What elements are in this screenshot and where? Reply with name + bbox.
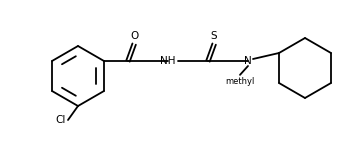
Text: NH: NH [160, 56, 176, 66]
Text: Cl: Cl [56, 115, 66, 125]
Text: N: N [244, 56, 252, 66]
Text: S: S [211, 31, 217, 41]
Text: methyl: methyl [225, 77, 255, 86]
Text: O: O [130, 31, 138, 41]
